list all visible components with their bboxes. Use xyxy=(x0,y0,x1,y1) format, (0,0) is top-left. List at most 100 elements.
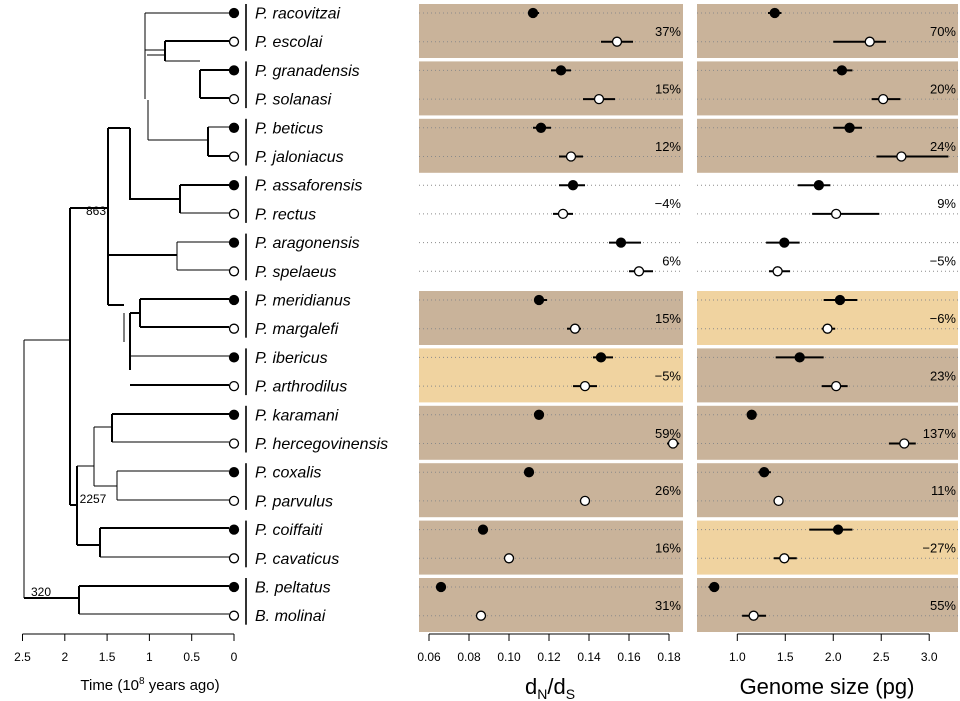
x-axis-tick-label: 2.0 xyxy=(825,650,842,664)
surface-data-point xyxy=(567,180,579,191)
x-axis-tick-label: 0.12 xyxy=(537,650,561,664)
percent-label: 23% xyxy=(930,368,956,383)
node-label-863: 863 xyxy=(86,204,106,218)
pair-shading xyxy=(419,520,683,575)
percent-label: 11% xyxy=(931,483,956,498)
species-label: B. molinai xyxy=(255,608,326,625)
pair-shading xyxy=(419,405,683,460)
surface-tip-point xyxy=(228,294,240,306)
node-label-2257: 2257 xyxy=(80,492,107,506)
pair-shading xyxy=(697,61,958,116)
percent-label: 26% xyxy=(655,483,681,498)
surface-tip-point xyxy=(228,65,240,76)
species-label: P. meridianus xyxy=(255,293,351,310)
x-axis-tick-label: 3.0 xyxy=(921,650,938,664)
time-axis-tick-label: 2 xyxy=(61,650,68,664)
pair-shading xyxy=(697,578,958,632)
cave-tip-point xyxy=(228,93,240,105)
x-axis-tick-label: 0.10 xyxy=(497,650,521,664)
surface-tip-point xyxy=(228,524,240,535)
surface-data-point xyxy=(834,294,846,306)
percent-label: 37% xyxy=(655,24,681,39)
surface-tip-point xyxy=(228,581,240,593)
pair-shading xyxy=(419,578,683,632)
cave-data-point xyxy=(593,93,605,105)
surface-data-point xyxy=(555,65,567,76)
phylogenetic-tree: P. racovitzai P. escolai P. granadensis P. … xyxy=(14,4,388,694)
species-label: P. ibericus xyxy=(255,350,328,367)
percent-label: 16% xyxy=(655,541,681,556)
percent-label: 59% xyxy=(655,426,681,441)
surface-data-point xyxy=(477,524,489,535)
dnds-axis-label: dN/dS xyxy=(525,674,575,701)
pair-shading xyxy=(697,463,958,518)
cave-tip-point xyxy=(228,208,240,220)
genome-size-axis-label: Genome size (pg) xyxy=(740,674,915,699)
node-label-320: 320 xyxy=(31,585,51,599)
cave-data-point xyxy=(822,323,833,334)
surface-data-point xyxy=(836,65,848,76)
x-axis-tick-label: 0.14 xyxy=(577,650,601,664)
tip-labels: P. racovitzai P. escolai P. granadensis P. … xyxy=(228,4,388,625)
cave-tip-point xyxy=(228,36,240,47)
percent-label: −4% xyxy=(655,196,682,211)
species-label: P. parvulus xyxy=(255,493,333,510)
cave-data-point xyxy=(569,323,581,334)
species-label: P. beticus xyxy=(255,120,323,137)
cave-tip-point xyxy=(228,323,240,334)
surface-tip-point xyxy=(228,352,240,363)
percent-label: 31% xyxy=(655,598,681,613)
surface-data-point xyxy=(435,581,447,593)
x-axis-tick-label: 0.18 xyxy=(657,650,681,664)
time-axis-tick-label: 0.5 xyxy=(183,650,200,664)
time-axis-tick-label: 1 xyxy=(146,650,153,664)
pair-shading xyxy=(419,463,683,518)
percent-label: 6% xyxy=(662,254,681,269)
species-label: P. margalefi xyxy=(255,321,339,338)
cave-data-point xyxy=(579,380,591,392)
cave-data-point xyxy=(667,438,679,449)
cave-data-point xyxy=(579,495,591,507)
cave-tip-point xyxy=(228,438,240,449)
pair-shading xyxy=(697,405,958,460)
time-axis-tick-label: 2.5 xyxy=(14,650,31,664)
species-label: P. jaloniacus xyxy=(255,149,344,166)
species-label: P. escolai xyxy=(255,34,323,51)
species-label: P. solanasi xyxy=(255,92,332,109)
cave-data-point xyxy=(633,266,645,277)
percent-label: 9% xyxy=(937,196,956,211)
cave-data-point xyxy=(772,266,783,277)
species-label: P. racovitzai xyxy=(255,6,341,23)
species-label: P. arthrodilus xyxy=(255,379,347,396)
surface-tip-point xyxy=(228,180,240,191)
time-axis-label: Time (108 years ago) xyxy=(80,676,219,694)
cave-data-point xyxy=(565,151,577,162)
percent-label: 55% xyxy=(930,598,956,613)
surface-data-point xyxy=(709,581,720,593)
cave-data-point xyxy=(830,208,842,220)
cave-data-point xyxy=(864,36,875,47)
cave-tip-point xyxy=(228,266,240,277)
percent-label: 70% xyxy=(930,24,956,39)
percent-label: 24% xyxy=(930,139,956,154)
pair-shading xyxy=(697,348,958,403)
surface-tip-point xyxy=(228,237,240,248)
cave-data-point xyxy=(779,553,790,564)
percent-label: −5% xyxy=(930,254,957,269)
cave-data-point xyxy=(475,610,487,621)
species-label: P. granadensis xyxy=(255,63,360,80)
cave-data-point xyxy=(611,36,623,47)
time-axis-tick-label: 1.5 xyxy=(99,650,116,664)
pair-shading xyxy=(419,348,683,403)
pair-shading xyxy=(697,4,958,58)
percent-label: 15% xyxy=(655,81,681,96)
percent-label: 137% xyxy=(923,426,957,441)
cave-data-point xyxy=(830,380,842,392)
surface-data-point xyxy=(615,237,627,248)
surface-tip-point xyxy=(228,467,240,478)
surface-data-point xyxy=(535,122,547,133)
species-label: P. assaforensis xyxy=(255,178,362,195)
surface-tip-point xyxy=(228,122,240,133)
x-axis-tick-label: 2.5 xyxy=(873,650,890,664)
